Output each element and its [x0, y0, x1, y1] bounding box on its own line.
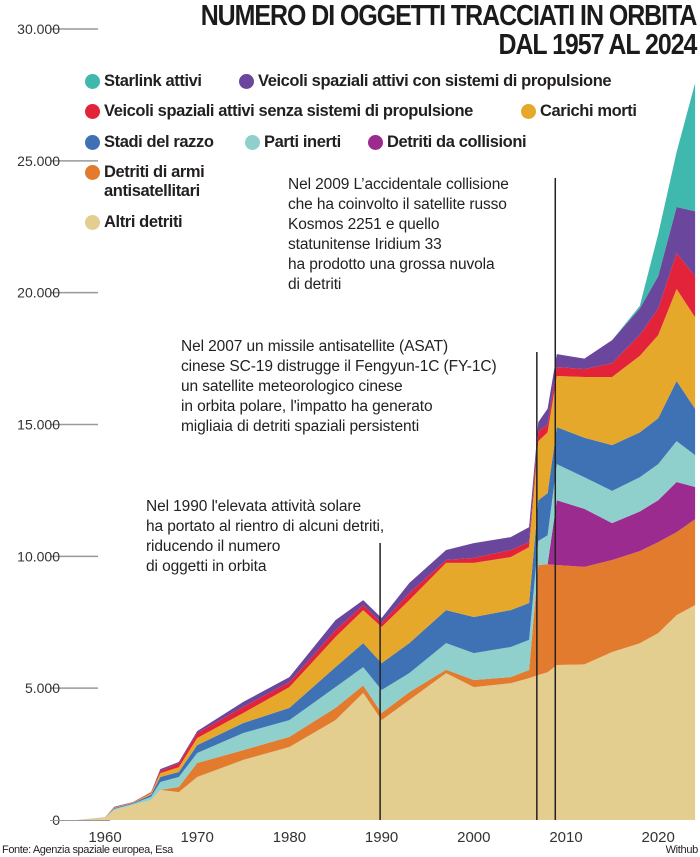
- annotation-line: ha portato al rientro di alcuni detriti,: [146, 518, 385, 535]
- area-altri: [77, 605, 696, 820]
- legend-label: Detriti da collisioni: [387, 133, 527, 151]
- title-line-2: DAL 1957 AL 2024: [498, 29, 697, 61]
- title-line-1: NUMERO DI OGGETTI TRACCIATI IN ORBITA: [200, 0, 697, 32]
- x-tick-label: 1990: [365, 829, 398, 846]
- annotation-line: un satellite meteorologico cinese: [181, 378, 403, 395]
- annotation-2009: Nel 2009 L’accidentale collisione che ha…: [288, 175, 509, 295]
- annotation-line: Nel 1990 l'elevata attività solare: [146, 498, 361, 515]
- annotation-line: di detriti: [288, 276, 342, 293]
- legend-swatch: [239, 74, 254, 89]
- y-tick-label: 5.000: [25, 680, 60, 696]
- annotation-line: statunitense Iridium 33: [288, 236, 442, 253]
- annotation-line: Nel 2009 L’accidentale collisione: [288, 176, 509, 193]
- annotation-line: Nel 2007 un missile antisatellite (ASAT): [181, 338, 449, 355]
- legend-swatch: [85, 165, 100, 180]
- x-tick-label: 2020: [642, 829, 675, 846]
- annotation-line: cinese SC-19 distrugge il Fengyun-1C (FY…: [181, 358, 497, 375]
- legend-label-line: Detriti di armi: [104, 163, 205, 181]
- legend-label-line: antisatellitari: [104, 182, 200, 200]
- y-tick-label: 15.000: [17, 417, 60, 433]
- annotation-line: riducendo il numero: [146, 538, 281, 555]
- legend-label: Veicoli spaziali attivi senza sistemi di…: [104, 102, 473, 120]
- legend-item-altri: Altri detriti: [85, 213, 183, 232]
- legend-swatch: [521, 104, 536, 119]
- legend-swatch: [245, 135, 260, 150]
- y-tick-label: 20.000: [17, 285, 60, 301]
- legend-label: Detriti di armi antisatellitari: [104, 163, 205, 201]
- legend-item-con-propulsione: Veicoli spaziali attivi con sistemi di p…: [239, 72, 612, 91]
- legend-item-carichi-morti: Carichi morti: [521, 102, 637, 121]
- legend-label: Veicoli spaziali attivi con sistemi di p…: [258, 72, 612, 90]
- legend-swatch: [85, 135, 100, 150]
- annotation-line: Kosmos 2251 e quello: [288, 216, 440, 233]
- annotation-2007: Nel 2007 un missile antisatellite (ASAT)…: [181, 337, 497, 437]
- area-layers: [77, 83, 696, 820]
- legend-item-starlink: Starlink attivi: [85, 72, 202, 91]
- legend-label: Carichi morti: [540, 102, 637, 120]
- x-tick-label: 1960: [88, 829, 121, 846]
- legend-label: Starlink attivi: [104, 72, 202, 90]
- y-tick-label: 30.000: [17, 21, 60, 37]
- legend-swatch: [85, 104, 100, 119]
- legend-item-collisioni: Detriti da collisioni: [368, 133, 527, 152]
- legend-item-parti-inerti: Parti inerti: [245, 133, 341, 152]
- brand-credit: Withub: [665, 844, 699, 856]
- annotation-line: che ha coinvolto il satellite russo: [288, 196, 507, 213]
- annotation-lines: [379, 178, 557, 820]
- chart-title: NUMERO DI OGGETTI TRACCIATI IN ORBITA DA…: [200, 0, 697, 61]
- legend-item-senza-propulsione: Veicoli spaziali attivi senza sistemi di…: [85, 102, 473, 121]
- x-tick-label: 2010: [549, 829, 582, 846]
- annotation-line: di oggetti in orbita: [146, 558, 267, 575]
- annotation-line: in orbita polare, l'impatto ha generato: [181, 398, 433, 415]
- annotation-line: migliaia di detriti spaziali persistenti: [181, 418, 420, 435]
- y-tick-label: 25.000: [17, 153, 60, 169]
- legend-label: Altri detriti: [104, 213, 183, 231]
- legend-swatch: [85, 215, 100, 230]
- annotation-1990: Nel 1990 l'elevata attività solare ha po…: [146, 497, 384, 577]
- area-asat: [77, 519, 696, 820]
- legend-label: Parti inerti: [264, 133, 341, 151]
- x-axis: 1960 1970 1980 1990 2000 2010 2020: [88, 829, 675, 846]
- x-tick-label: 1970: [181, 829, 214, 846]
- annotation-line: ha prodotto una grossa nuvola: [288, 256, 495, 273]
- legend-label: Stadi del razzo: [104, 133, 214, 151]
- legend-swatch: [368, 135, 383, 150]
- area-collisioni: [77, 482, 696, 820]
- legend-item-asat: Detriti di armi antisatellitari: [85, 163, 205, 201]
- y-tick-label: 10.000: [17, 548, 60, 564]
- x-tick-label: 2000: [457, 829, 490, 846]
- x-tick-label: 1980: [273, 829, 306, 846]
- source-note: Fonte: Agenzia spaziale europea, Esa: [2, 844, 173, 856]
- legend-item-stadi: Stadi del razzo: [85, 133, 214, 152]
- legend-swatch: [85, 74, 100, 89]
